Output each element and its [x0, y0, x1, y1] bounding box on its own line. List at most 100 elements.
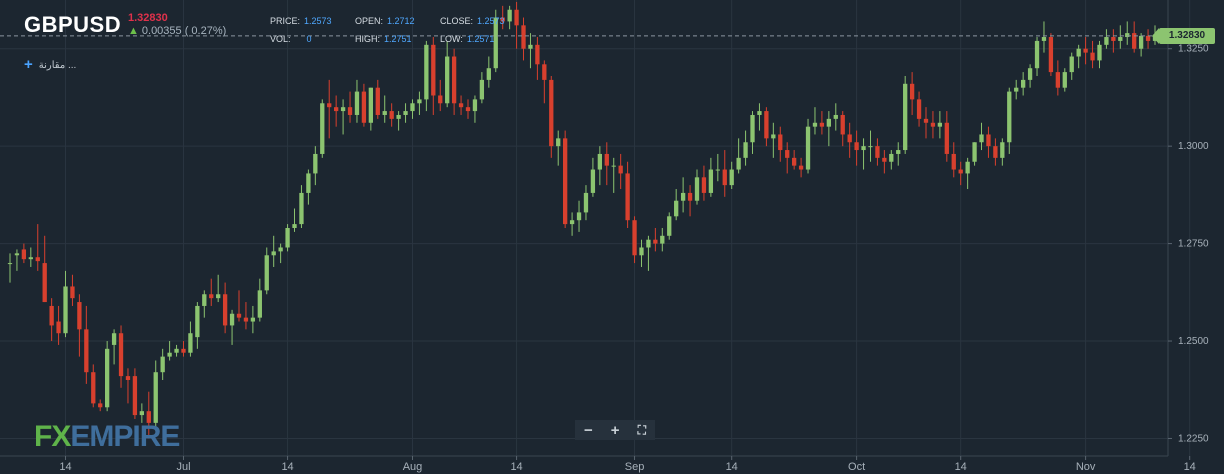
candle: [923, 107, 929, 139]
candle-body: [563, 138, 568, 225]
candle: [986, 126, 991, 158]
candle-body: [389, 111, 394, 119]
candle-body: [1125, 33, 1130, 38]
candle-body: [451, 56, 457, 104]
candle: [889, 150, 894, 170]
candle-body: [1055, 72, 1060, 88]
candle-body: [625, 173, 630, 221]
candle: [216, 274, 221, 303]
candle-body: [375, 87, 380, 115]
candle: [42, 235, 47, 303]
candle-body: [514, 9, 519, 26]
candle-body: [396, 114, 401, 119]
high-value: 1.2751: [384, 34, 412, 44]
logo-empire: EMPIRE: [70, 420, 180, 453]
candle-body: [493, 17, 498, 69]
candle-body: [604, 153, 609, 166]
candle: [625, 161, 630, 228]
zoom-in-button[interactable]: +: [610, 421, 620, 439]
zoom-controls: − + ⛶: [575, 420, 655, 440]
x-tick-label: Sep: [625, 461, 645, 473]
high-field: HIGH: 1.2751: [355, 34, 412, 44]
candle-body: [764, 111, 769, 139]
compare-button[interactable]: + مقارنة ...: [24, 56, 76, 73]
candle: [299, 185, 304, 228]
x-tick-label: 14: [726, 461, 738, 473]
candle-body: [569, 220, 575, 225]
x-tick-label: 14: [510, 461, 522, 473]
price-change: ▲ 0.00355 ( 0.27%): [128, 25, 226, 37]
candle-body: [236, 313, 242, 318]
candle: [611, 157, 616, 193]
vol-label: VOL:: [270, 34, 291, 44]
candle: [35, 224, 40, 271]
candle-body: [424, 44, 429, 100]
candle-body: [812, 122, 818, 127]
candle: [472, 95, 478, 123]
candle: [847, 122, 852, 158]
candle: [410, 99, 415, 119]
candle: [1041, 21, 1047, 53]
candle: [14, 249, 20, 271]
candle-body: [77, 302, 82, 330]
candle-body: [597, 153, 602, 170]
candle: [28, 247, 33, 267]
candle-body: [278, 247, 283, 252]
candle: [451, 48, 457, 115]
x-tick-label: Aug: [403, 461, 423, 473]
candle: [1027, 64, 1033, 88]
price-value: 1.2573: [304, 16, 332, 26]
candle: [98, 399, 103, 412]
candle: [396, 111, 401, 131]
candle: [729, 161, 734, 190]
y-tick-label: 1.2500: [1178, 336, 1209, 347]
candle-body: [909, 83, 915, 100]
candle: [445, 40, 450, 108]
candle: [84, 305, 89, 384]
candle: [965, 157, 970, 190]
candle-body: [708, 169, 714, 193]
candle-body: [118, 333, 124, 377]
candle: [431, 37, 436, 115]
x-tick-label: Oct: [848, 461, 865, 473]
candle-body: [264, 255, 269, 291]
candle-body: [1034, 40, 1040, 69]
candle: [493, 9, 498, 73]
candle: [604, 142, 609, 186]
candle: [1062, 68, 1067, 92]
price-change-value: 0.00355 ( 0.27%): [141, 25, 227, 37]
candle-body: [798, 165, 804, 170]
candle-body: [174, 348, 179, 353]
candle-body: [951, 153, 956, 170]
candle: [105, 341, 110, 412]
y-tick-label: 1.3250: [1178, 44, 1209, 55]
candle-body: [257, 290, 262, 318]
candle: [209, 278, 214, 306]
candle: [153, 360, 158, 431]
candle: [618, 153, 623, 190]
candle: [868, 130, 873, 162]
zoom-out-button[interactable]: −: [584, 421, 593, 439]
x-axis: 14 Jul 14 Aug 14 Sep 14 Oct 14 Nov 14: [59, 456, 1196, 473]
candle-body: [229, 313, 235, 326]
candle: [1007, 87, 1012, 154]
candle: [264, 247, 269, 295]
candle: [583, 185, 589, 221]
fullscreen-icon[interactable]: ⛶: [637, 422, 646, 437]
candle-body: [21, 249, 27, 260]
candle: [236, 290, 242, 322]
candle-body: [1097, 44, 1102, 61]
candle: [1014, 79, 1019, 100]
candle: [222, 282, 228, 334]
candle-body: [882, 157, 887, 162]
candle-body: [111, 333, 117, 345]
candle-body: [743, 142, 748, 158]
candle: [382, 95, 387, 123]
candle: [882, 150, 887, 174]
candle: [334, 95, 339, 127]
candle: [389, 103, 394, 127]
candle: [743, 130, 748, 166]
candle-body: [694, 177, 700, 201]
candle-body: [916, 99, 922, 119]
